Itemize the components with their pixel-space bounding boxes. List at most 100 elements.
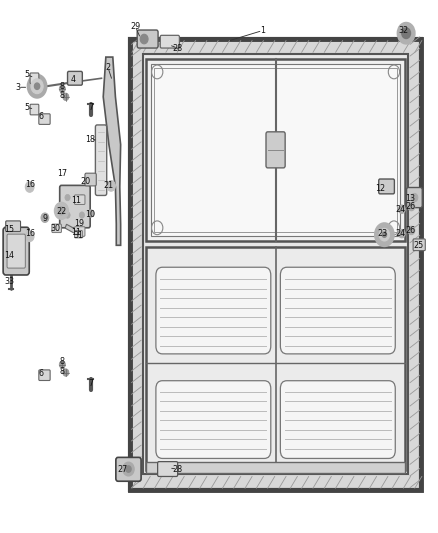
Text: 1: 1 bbox=[260, 26, 265, 35]
Bar bbox=[143, 54, 408, 474]
Text: 31: 31 bbox=[74, 231, 84, 240]
FancyBboxPatch shape bbox=[74, 227, 85, 236]
Circle shape bbox=[398, 205, 405, 214]
Circle shape bbox=[402, 28, 410, 38]
FancyBboxPatch shape bbox=[30, 73, 39, 84]
Text: 30: 30 bbox=[51, 224, 61, 233]
Bar bbox=[130, 38, 421, 490]
Text: 11: 11 bbox=[71, 196, 81, 205]
FancyBboxPatch shape bbox=[280, 267, 395, 354]
Bar bbox=[146, 247, 405, 470]
Text: 16: 16 bbox=[25, 180, 35, 189]
Text: 12: 12 bbox=[375, 183, 385, 192]
Text: 33: 33 bbox=[4, 277, 14, 286]
Circle shape bbox=[65, 212, 70, 218]
Text: 7: 7 bbox=[88, 378, 93, 387]
Text: 11: 11 bbox=[71, 228, 81, 237]
FancyBboxPatch shape bbox=[158, 462, 178, 477]
Polygon shape bbox=[103, 57, 120, 245]
Text: 32: 32 bbox=[399, 26, 409, 35]
Circle shape bbox=[54, 203, 68, 219]
Text: 18: 18 bbox=[85, 135, 95, 144]
Text: 24: 24 bbox=[396, 229, 406, 238]
Circle shape bbox=[65, 195, 70, 201]
Text: 10: 10 bbox=[85, 210, 95, 219]
Text: 28: 28 bbox=[173, 465, 183, 473]
Text: 22: 22 bbox=[57, 207, 67, 216]
FancyBboxPatch shape bbox=[7, 234, 25, 268]
Text: 14: 14 bbox=[4, 252, 14, 261]
Text: 5: 5 bbox=[24, 103, 29, 112]
FancyBboxPatch shape bbox=[266, 132, 285, 168]
FancyBboxPatch shape bbox=[74, 195, 85, 205]
Bar bbox=[146, 59, 405, 241]
Circle shape bbox=[63, 93, 69, 101]
Circle shape bbox=[123, 462, 134, 476]
FancyBboxPatch shape bbox=[95, 125, 107, 196]
Text: 13: 13 bbox=[406, 194, 416, 203]
Circle shape bbox=[398, 229, 405, 238]
Bar bbox=[146, 462, 405, 473]
Circle shape bbox=[107, 181, 116, 191]
Circle shape bbox=[63, 369, 69, 376]
Bar bbox=[130, 38, 421, 490]
FancyArrow shape bbox=[65, 224, 84, 238]
FancyBboxPatch shape bbox=[67, 71, 82, 85]
Text: 8: 8 bbox=[60, 82, 65, 91]
FancyBboxPatch shape bbox=[3, 227, 29, 275]
FancyBboxPatch shape bbox=[280, 381, 395, 458]
Text: 8: 8 bbox=[60, 358, 65, 367]
Circle shape bbox=[375, 223, 394, 246]
Circle shape bbox=[41, 213, 49, 222]
Circle shape bbox=[79, 195, 85, 201]
Text: 6: 6 bbox=[39, 112, 44, 121]
FancyBboxPatch shape bbox=[74, 230, 82, 238]
Circle shape bbox=[382, 232, 387, 237]
Circle shape bbox=[88, 210, 94, 217]
Text: 8: 8 bbox=[60, 91, 65, 100]
Circle shape bbox=[126, 466, 131, 472]
Circle shape bbox=[408, 226, 415, 235]
Circle shape bbox=[25, 182, 34, 192]
FancyBboxPatch shape bbox=[379, 179, 394, 194]
FancyBboxPatch shape bbox=[39, 370, 50, 381]
FancyBboxPatch shape bbox=[30, 104, 39, 115]
FancyBboxPatch shape bbox=[413, 239, 425, 251]
FancyBboxPatch shape bbox=[6, 221, 21, 231]
Circle shape bbox=[408, 203, 415, 211]
FancyBboxPatch shape bbox=[156, 267, 271, 354]
Text: 24: 24 bbox=[396, 205, 406, 214]
Text: 9: 9 bbox=[42, 214, 47, 223]
Text: 7: 7 bbox=[88, 103, 93, 112]
FancyBboxPatch shape bbox=[156, 381, 271, 458]
Text: 2: 2 bbox=[106, 63, 110, 72]
FancyBboxPatch shape bbox=[52, 224, 61, 232]
Text: 17: 17 bbox=[57, 169, 67, 178]
Bar bbox=[151, 64, 400, 236]
Text: 27: 27 bbox=[117, 465, 127, 473]
Circle shape bbox=[411, 193, 418, 202]
Text: 23: 23 bbox=[377, 229, 387, 238]
Circle shape bbox=[79, 212, 85, 218]
FancyBboxPatch shape bbox=[406, 188, 422, 208]
Text: 19: 19 bbox=[74, 219, 84, 228]
Text: 29: 29 bbox=[131, 22, 141, 31]
Circle shape bbox=[28, 75, 47, 98]
Circle shape bbox=[379, 228, 390, 241]
Circle shape bbox=[35, 83, 40, 90]
Text: 26: 26 bbox=[406, 202, 416, 211]
Circle shape bbox=[397, 22, 415, 44]
Text: 26: 26 bbox=[406, 226, 416, 235]
Circle shape bbox=[140, 34, 148, 44]
Circle shape bbox=[31, 79, 43, 94]
Circle shape bbox=[25, 231, 34, 241]
FancyBboxPatch shape bbox=[160, 35, 180, 48]
Text: 21: 21 bbox=[103, 181, 113, 190]
FancyBboxPatch shape bbox=[60, 185, 90, 228]
FancyBboxPatch shape bbox=[116, 457, 141, 481]
Text: 4: 4 bbox=[71, 75, 76, 84]
Circle shape bbox=[59, 85, 65, 93]
FancyBboxPatch shape bbox=[85, 173, 96, 186]
Text: 20: 20 bbox=[80, 177, 90, 186]
Text: 15: 15 bbox=[4, 225, 14, 234]
